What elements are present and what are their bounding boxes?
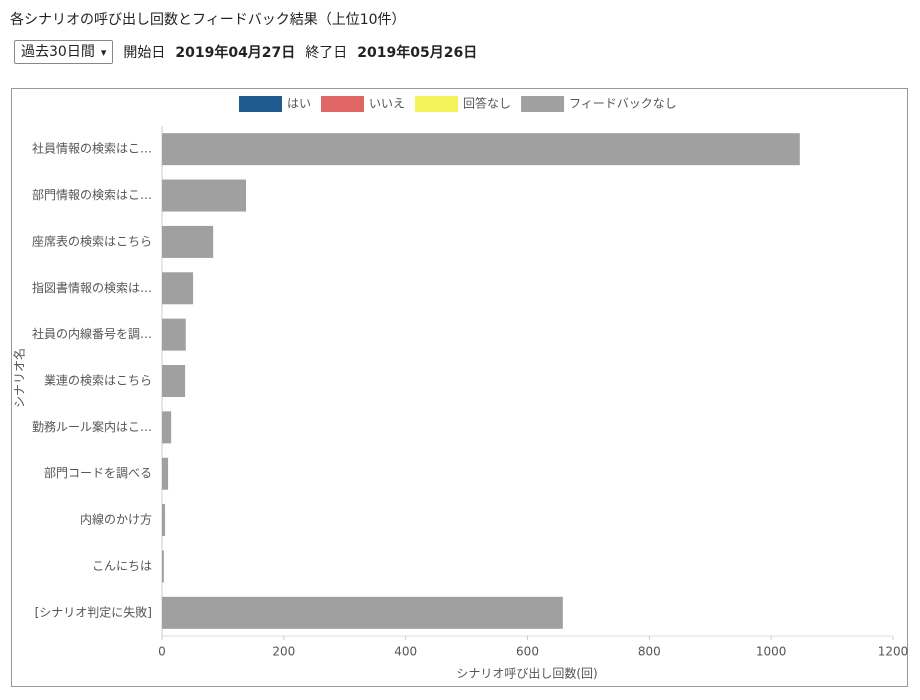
y-tick-label: 部門情報の検索はこ… (32, 188, 152, 202)
bar (162, 365, 186, 397)
x-axis-title: シナリオ呼び出し回数(回) (456, 666, 597, 681)
legend-swatch (521, 96, 565, 112)
bar (162, 457, 169, 490)
x-tick-label: 800 (638, 645, 661, 659)
x-tick-label: 400 (394, 645, 417, 659)
x-tick-label: 0 (158, 645, 166, 659)
bar (162, 225, 214, 258)
bar (162, 272, 194, 305)
y-tick-label: [シナリオ判定に失敗] (35, 604, 152, 619)
bar (162, 550, 164, 583)
legend-swatch (415, 96, 459, 112)
y-tick-label: こんにちは (92, 559, 152, 573)
x-tick-label: 600 (516, 645, 539, 659)
bar (162, 411, 172, 444)
bar (162, 318, 186, 351)
page-title: 各シナリオの呼び出し回数とフィードバック結果（上位10件） (10, 12, 406, 28)
y-tick-label: 座席表の検索はこちら (32, 234, 152, 248)
bar (162, 133, 800, 166)
y-tick-label: 業連の検索はこちら (44, 374, 152, 388)
y-tick-label: 内線のかけ方 (80, 512, 152, 527)
period-select[interactable]: 過去30日間 (14, 40, 114, 64)
end-label: 終了日 (305, 45, 348, 61)
y-tick-label: 部門コードを調べる (44, 466, 152, 480)
legend-swatch (239, 96, 282, 112)
y-tick-label: 社員情報の検索はこ… (32, 141, 152, 156)
legend-label: 回答なし (463, 96, 511, 111)
controls: 過去30日間 開始日 2019年04月27日 終了日 2019年05月26日 (14, 40, 487, 64)
x-tick-label: 1200 (878, 645, 909, 659)
legend-label: はい (287, 97, 311, 111)
y-tick-label: 勤務ルール案内はこ… (32, 420, 152, 434)
legend-label: フィードバックなし (569, 97, 677, 111)
end-date: 2019年05月26日 (357, 45, 478, 61)
y-axis-title: シナリオ名 (12, 348, 27, 408)
chart: シナリオ名 シナリオ呼び出し回数(回) 0 200 400 600 800 1000 120… (11, 88, 909, 687)
bar (162, 596, 563, 629)
y-tick-label: 指図書情報の検索は… (32, 280, 152, 295)
legend-swatch (321, 96, 365, 112)
bar (162, 504, 166, 537)
x-tick-label: 200 (272, 645, 295, 659)
legend-label: いいえ (369, 97, 405, 111)
x-tick-label: 1000 (756, 645, 787, 659)
start-label: 開始日 (123, 45, 166, 61)
y-tick-label: 社員の内線番号を調… (32, 326, 152, 341)
bar (162, 179, 247, 212)
chart-frame (11, 88, 908, 687)
start-date: 2019年04月27日 (175, 45, 296, 61)
